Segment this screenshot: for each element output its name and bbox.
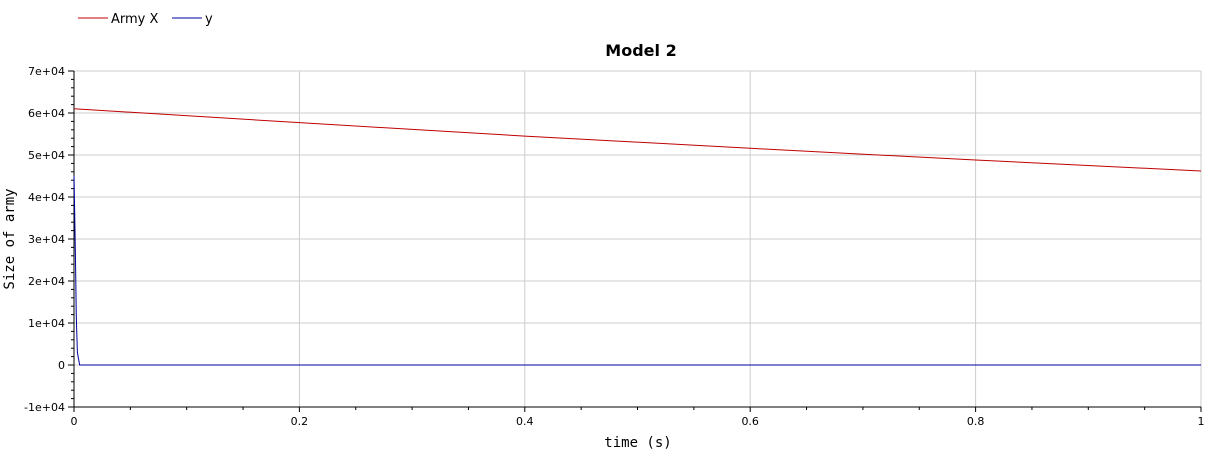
y-tick-labels: -1e+04 0 1e+04 2e+04 3e+04 4e+04 5e+04 6e+04 7e+… bbox=[24, 65, 65, 414]
chart-title: Model 2 bbox=[605, 41, 676, 60]
y-tick-label: 6e+04 bbox=[28, 107, 65, 120]
y-tick-label: 7e+04 bbox=[28, 65, 65, 78]
x-tick-label: 0.6 bbox=[741, 415, 759, 428]
y-tick-label: 1e+04 bbox=[28, 317, 65, 330]
y-axis-title: Size of army bbox=[2, 188, 18, 289]
x-axis-title: time (s) bbox=[604, 435, 671, 451]
x-tick-label: 1 bbox=[1198, 415, 1205, 428]
x-tick-label: 0.2 bbox=[291, 415, 309, 428]
legend-label-army-x: Army X bbox=[111, 12, 158, 27]
y-tick-label: -1e+04 bbox=[24, 401, 65, 414]
y-tick-label: 0 bbox=[58, 359, 65, 372]
grid bbox=[73, 70, 1202, 408]
y-tick-label: 4e+04 bbox=[28, 191, 65, 204]
x-tick-labels: 0 0.2 0.4 0.6 0.8 1 bbox=[71, 415, 1205, 428]
x-tick-label: 0.4 bbox=[516, 415, 534, 428]
series-line-y bbox=[73, 175, 1201, 366]
series-group bbox=[73, 108, 1202, 366]
legend-label-y: y bbox=[205, 12, 213, 27]
y-tick-label: 2e+04 bbox=[28, 275, 65, 288]
x-tick-label: 0 bbox=[71, 415, 78, 428]
x-tick-label: 0.8 bbox=[967, 415, 985, 428]
series-line-army-x bbox=[73, 108, 1202, 172]
minor-ticks bbox=[68, 70, 1202, 412]
y-tick-label: 5e+04 bbox=[28, 149, 65, 162]
y-tick-label: 3e+04 bbox=[28, 233, 65, 246]
legend: Army X y bbox=[78, 12, 213, 27]
